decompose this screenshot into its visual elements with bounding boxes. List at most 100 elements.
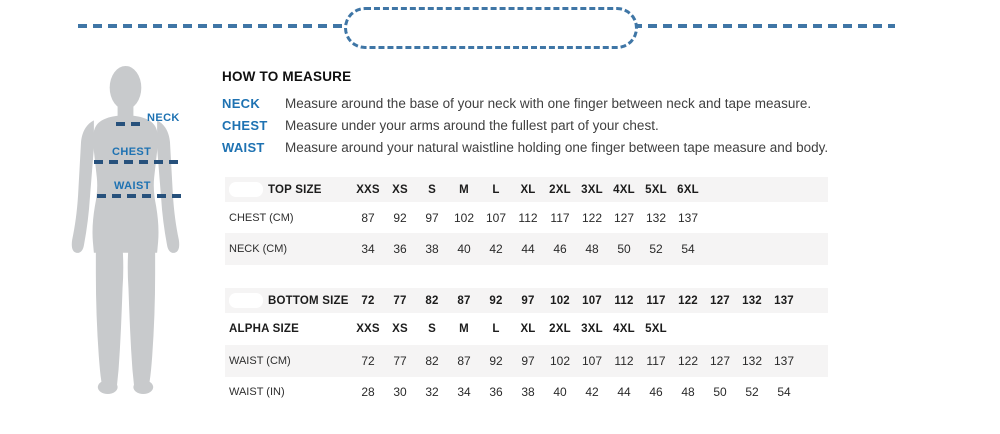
- row-label: ALPHA SIZE: [229, 323, 299, 335]
- size-value: 82: [425, 294, 439, 307]
- size-value: 122: [677, 354, 699, 368]
- size-value: 46: [649, 385, 663, 399]
- size-value: 4XL: [613, 183, 635, 196]
- how-to-measure-title: HOW TO MEASURE: [222, 69, 352, 84]
- row-label: WAIST (CM): [229, 355, 291, 367]
- size-value: 40: [457, 242, 471, 256]
- size-value: 97: [425, 210, 439, 225]
- size-value: 5XL: [645, 183, 667, 196]
- size-value: 77: [393, 354, 407, 368]
- size-value: 72: [361, 294, 375, 307]
- size-value: 48: [585, 242, 599, 256]
- size-value: 2XL: [549, 183, 571, 196]
- size-value: 44: [617, 385, 631, 399]
- size-value: 117: [550, 210, 570, 225]
- size-value: 42: [489, 242, 503, 256]
- size-value: 40: [553, 385, 567, 399]
- figure-neck-label: NECK: [147, 112, 180, 124]
- top-size-table: TOP SIZE XXS XS S M L XL 2XL 3XL 4XL 5XL 6XL CHEST (…: [225, 177, 828, 265]
- size-value: M: [459, 323, 469, 335]
- size-value: 52: [745, 385, 759, 399]
- size-value: 87: [457, 294, 471, 307]
- size-value: L: [492, 323, 500, 335]
- size-value: XL: [520, 183, 536, 196]
- size-value: 107: [582, 294, 602, 307]
- size-value: 2XL: [549, 323, 571, 335]
- row-label-cell: WAIST (IN): [225, 386, 352, 398]
- size-value: 30: [393, 385, 407, 399]
- size-value: 117: [646, 294, 666, 307]
- size-value: 3XL: [581, 183, 603, 196]
- size-value: 92: [393, 210, 407, 225]
- size-value: 50: [617, 242, 631, 256]
- erased-logo-patch: [229, 182, 263, 197]
- size-value: 112: [614, 294, 634, 307]
- size-value: 92: [489, 294, 503, 307]
- neck-description: Measure around the base of your neck wit…: [285, 95, 812, 111]
- row-label-cell: WAIST (CM): [225, 355, 352, 367]
- size-value: 6XL: [677, 183, 699, 196]
- how-to-measure-item-chest: CHEST Measure under your arms around the…: [222, 114, 922, 136]
- row-label-cell: ALPHA SIZE: [225, 323, 352, 335]
- size-value: 97: [521, 294, 535, 307]
- size-value: 42: [585, 385, 599, 399]
- size-value: 92: [489, 354, 503, 368]
- size-value: 112: [518, 210, 538, 225]
- size-value: XXS: [356, 323, 380, 335]
- size-value: 82: [425, 354, 439, 368]
- bottom-size-table: BOTTOM SIZE 72 77 82 87 92 97 102 107 112 117 122 12…: [225, 288, 828, 407]
- chest-term: CHEST: [222, 117, 268, 133]
- waist-description: Measure around your natural waistline ho…: [285, 139, 829, 155]
- size-value: 72: [361, 354, 375, 368]
- bottom-size-table-row: WAIST (CM) 72 77 82 87 92 97 102 107 112 117 122 127…: [225, 345, 828, 377]
- size-value: 46: [553, 242, 567, 256]
- waist-measure-dash: [97, 194, 181, 198]
- size-value: 107: [485, 210, 507, 225]
- size-value: XS: [392, 183, 408, 196]
- size-value: 127: [709, 354, 731, 368]
- size-value: 137: [774, 294, 794, 307]
- size-value: 117: [646, 354, 666, 368]
- row-label: TOP SIZE: [268, 183, 322, 196]
- size-value: 32: [425, 385, 439, 399]
- neck-measure-dash: [116, 122, 143, 126]
- size-value: 122: [678, 294, 698, 307]
- bottom-size-table-row: ALPHA SIZE XXS XS S M L XL 2XL 3XL 4XL 5XL: [225, 313, 828, 345]
- erased-logo-patch: [229, 293, 263, 308]
- row-label-cell: CHEST (CM): [225, 212, 352, 224]
- tape-pill-outline: [344, 7, 638, 49]
- size-value: 54: [681, 242, 695, 256]
- size-value: 34: [457, 385, 471, 399]
- size-value: 48: [681, 385, 695, 399]
- size-value: 132: [645, 210, 667, 225]
- how-to-measure-item-waist: WAIST Measure around your natural waistl…: [222, 136, 922, 158]
- size-value: 77: [393, 294, 407, 307]
- bottom-size-table-row: BOTTOM SIZE 72 77 82 87 92 97 102 107 112 117 122 12…: [225, 288, 828, 313]
- row-label: WAIST (IN): [229, 386, 285, 398]
- neck-term: NECK: [222, 95, 261, 111]
- size-value: 36: [393, 242, 407, 256]
- row-label: CHEST (CM): [229, 211, 294, 224]
- size-value: 137: [773, 354, 795, 368]
- chest-measure-dash: [94, 160, 183, 164]
- row-label: NECK (CM): [229, 243, 288, 255]
- size-value: XXS: [356, 183, 380, 196]
- size-value: 50: [713, 385, 727, 399]
- row-label-cell: BOTTOM SIZE: [225, 293, 352, 308]
- size-value: 28: [361, 385, 375, 399]
- size-value: 127: [613, 210, 635, 225]
- size-value: 5XL: [645, 323, 667, 335]
- size-value: 52: [649, 242, 663, 256]
- figure-waist-label: WAIST: [114, 180, 151, 192]
- bottom-size-table-row: WAIST (IN) 28 30 32 34 36 38 40 42 44 46 48 50 52 54: [225, 377, 828, 407]
- top-size-table-row: CHEST (CM) 87 92 97 102 107 112 117 122 127 132 137: [225, 202, 828, 233]
- size-value: 38: [425, 242, 439, 256]
- size-value: 87: [361, 210, 375, 225]
- size-value: S: [428, 323, 436, 335]
- chest-description: Measure under your arms around the fulle…: [285, 117, 659, 133]
- size-value: L: [492, 183, 500, 196]
- figure-chest-label: CHEST: [112, 146, 152, 158]
- size-value: 127: [710, 294, 730, 307]
- size-value: M: [459, 183, 469, 196]
